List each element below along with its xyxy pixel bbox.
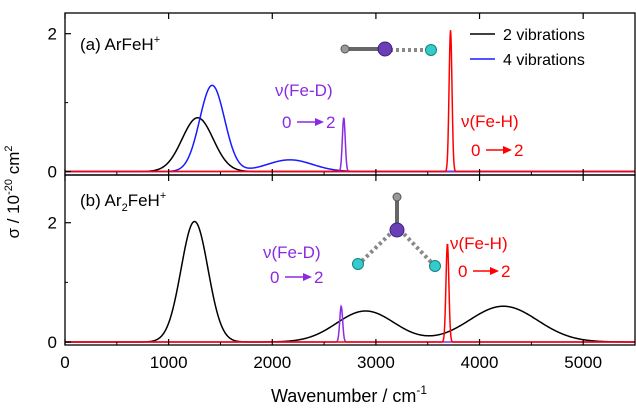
- annot-b-fed: ν(Fe-D) 0 2: [263, 243, 323, 287]
- annot-a-feh-from: 0: [471, 141, 480, 160]
- x-tick-label-1: 1000: [150, 353, 188, 372]
- annot-b-fed-to: 2: [314, 268, 323, 287]
- panel-b-label: (b) Ar2FeH+: [80, 190, 166, 214]
- panel-b-label-post: FeH: [128, 191, 160, 210]
- panel-b-label-main: (b) Ar: [80, 191, 122, 210]
- annot-a-fed: ν(Fe-D) 0 2: [275, 81, 335, 132]
- series-line-0-1: [65, 84, 635, 173]
- y-axis-label: σ / 10-20 cm2: [3, 146, 23, 239]
- panel-b-label-sup: +: [160, 190, 166, 202]
- annot-a-fed-arrowhead: [315, 118, 324, 126]
- annot-b-feh-arrowhead: [490, 267, 499, 275]
- annot-a-feh-title: ν(Fe-H): [461, 112, 519, 131]
- series-line-1-0: [65, 220, 636, 343]
- x-tick-label-4: 4000: [461, 353, 499, 372]
- panel-a-label-main: (a) ArFeH: [80, 35, 154, 54]
- atom-ar-icon: [340, 44, 350, 54]
- series-line-0-2: [65, 117, 635, 173]
- annot-a-feh-arrowhead: [503, 146, 512, 154]
- atom-h-icon: [352, 258, 364, 270]
- annot-a-fed-to: 2: [326, 113, 335, 132]
- y-tick-label-0-1: 2: [48, 25, 57, 44]
- atom-fe-icon: [377, 41, 393, 57]
- annot-b-fed-title: ν(Fe-D): [263, 243, 321, 262]
- y-tick-label-1-0: 0: [48, 333, 57, 352]
- panel-a-label: (a) ArFeH+: [80, 34, 160, 54]
- annot-b-feh: ν(Fe-H) 0 2: [450, 234, 510, 281]
- x-tick-label-2: 2000: [253, 353, 291, 372]
- annot-a-fed-from: 0: [282, 113, 291, 132]
- panel-b-label-sub: 2: [122, 202, 128, 214]
- x-tick-label-0: 0: [60, 353, 69, 372]
- legend-label-blue: 4 vibrations: [503, 52, 585, 69]
- annot-b-feh-title: ν(Fe-H): [450, 234, 508, 253]
- annot-a-fed-title: ν(Fe-D): [275, 81, 333, 100]
- plot-frame-1: [64, 174, 636, 346]
- legend: 2 vibrations 4 vibrations: [470, 27, 585, 69]
- x-tick-label-3: 3000: [357, 353, 395, 372]
- annot-b-fed-from: 0: [270, 268, 279, 287]
- annot-b-feh-from: 0: [458, 262, 467, 281]
- series-line-0-3: [65, 30, 635, 173]
- x-tick-label-5: 5000: [564, 353, 602, 372]
- series-line-1-2: [65, 243, 635, 343]
- molecule-b-icon: [352, 192, 441, 272]
- x-axis-label: Wavenumber / cm-1: [271, 383, 427, 406]
- molecule-a-icon: [340, 41, 437, 57]
- annot-a-feh: ν(Fe-H) 0 2: [461, 112, 523, 160]
- y-tick-label-0-0: 0: [48, 163, 57, 182]
- series-line-0-0: [65, 117, 635, 173]
- annot-a-feh-to: 2: [514, 141, 523, 160]
- atom-fe-icon: [389, 222, 405, 238]
- y-tick-label-1-1: 2: [48, 214, 57, 233]
- atom-h-icon: [425, 44, 437, 56]
- legend-label-black: 2 vibrations: [503, 27, 585, 44]
- atom-h-icon: [429, 260, 441, 272]
- annot-b-fed-arrowhead: [303, 273, 312, 281]
- panel-a-label-sup: +: [154, 34, 160, 46]
- annot-b-feh-to: 2: [501, 262, 510, 281]
- atom-ar-icon: [392, 192, 402, 202]
- series-line-1-1: [65, 304, 635, 343]
